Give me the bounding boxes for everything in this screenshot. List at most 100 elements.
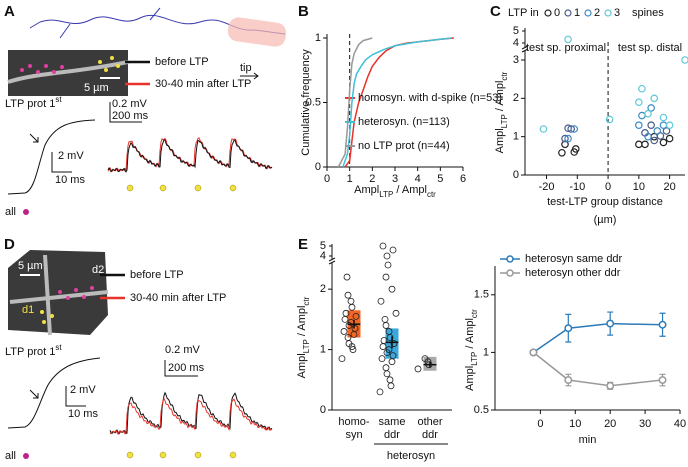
x-tick-label: 0: [537, 418, 543, 430]
point: [635, 121, 643, 129]
y-tick-label: 2: [513, 92, 519, 104]
point: [344, 291, 352, 299]
axis-unit: (µm): [594, 214, 617, 226]
text-part: LTP: [470, 352, 479, 366]
legend-label: 30-40 min after LTP: [155, 78, 251, 90]
scale-label: 10 ms: [55, 174, 85, 186]
point: [647, 121, 655, 129]
point: [606, 319, 615, 328]
point: [561, 140, 569, 149]
dendrite: [7, 60, 129, 84]
point: [341, 315, 349, 323]
y-tick-label: 1: [483, 346, 489, 358]
point: [392, 309, 400, 317]
scale-label: 200 ms: [112, 110, 149, 122]
legend-marker: [506, 269, 514, 277]
y-tick-label: 0.5: [474, 404, 489, 416]
panel-label: C: [490, 3, 501, 20]
arrow: [240, 72, 259, 80]
text-part: Ampl: [296, 353, 308, 378]
stim-label: all: [5, 206, 16, 218]
panel-label: D: [4, 236, 15, 253]
point: [665, 134, 674, 143]
legend-title: LTP in: [508, 7, 539, 19]
point: [348, 303, 356, 311]
x-tick-label: ddr: [384, 429, 400, 441]
point: [381, 315, 389, 323]
point: [352, 312, 360, 320]
y-tick-label: 1.5: [474, 289, 489, 301]
point: [343, 273, 351, 281]
point: [414, 365, 422, 373]
point: [564, 35, 572, 44]
legend-label: heterosyn same ddr: [525, 253, 623, 265]
point: [641, 140, 649, 149]
point: [382, 322, 390, 329]
text-part: ctr: [302, 296, 311, 305]
protocol-trace: [7, 119, 96, 195]
point: [351, 325, 359, 332]
x-tick-label: 30: [639, 418, 651, 430]
point: [382, 364, 390, 372]
point: [570, 125, 579, 133]
axis-label: AmplLTP / Amplctr: [296, 296, 311, 378]
protocol-label: LTP prot 1st: [5, 95, 62, 110]
x-tick-label: 2: [369, 173, 375, 185]
panel-label: A: [4, 3, 15, 20]
point: [665, 121, 674, 129]
test-dots: [126, 451, 237, 459]
point: [347, 297, 355, 305]
y-tick-label: 1: [320, 343, 326, 355]
legend-label: homosyn. with d-spike (n=53): [358, 92, 502, 104]
point: [561, 134, 569, 143]
text-part: LTP prot 1: [5, 98, 55, 110]
roi-highlight: [227, 17, 287, 47]
y-tick-label: 4: [320, 250, 326, 262]
scale-bar: [51, 152, 72, 173]
point: [659, 121, 668, 129]
point: [385, 328, 393, 335]
point: [564, 376, 573, 384]
text-part: / Ampl: [494, 81, 506, 115]
text-part: Ampl: [494, 128, 506, 153]
uncaging-spots: [58, 286, 94, 300]
legend-label: 1: [574, 7, 580, 19]
point: [378, 355, 386, 363]
axis-label: test-LTP group distance: [547, 196, 663, 208]
legend-label: heterosyn. (n=113): [358, 116, 450, 128]
y-tick-label: 5: [513, 25, 519, 37]
point: [386, 376, 394, 384]
text-part: ctr: [500, 71, 509, 80]
scale-label: 10 ms: [68, 408, 98, 420]
protocol-trace: [7, 357, 101, 429]
region-label: test sp. proximal: [526, 42, 606, 54]
y-tick-label: 4: [513, 37, 519, 49]
text-part: Ampl: [354, 184, 379, 196]
point: [662, 127, 671, 135]
point: [379, 343, 387, 350]
point: [387, 382, 395, 390]
point: [653, 127, 662, 135]
legend-label: before LTP: [130, 269, 184, 281]
legend-label: 30-40 min after LTP: [130, 292, 226, 304]
legend-label: before LTP: [155, 56, 209, 68]
x-tick-label: -10: [569, 181, 585, 193]
point: [340, 328, 348, 335]
text-part: st: [55, 343, 62, 352]
legend-label: 0: [554, 7, 560, 19]
point: [638, 84, 646, 93]
axis-label: min: [579, 434, 597, 446]
point: [379, 242, 387, 250]
point: [567, 125, 575, 133]
arrow: [29, 389, 39, 399]
point: [539, 125, 548, 133]
point: [635, 140, 643, 149]
point: [638, 111, 646, 120]
x-tick-label: 40: [674, 418, 686, 430]
neuron-sketch: [29, 7, 161, 39]
y-tick-label: 0.5: [306, 96, 321, 108]
axis-break: [521, 45, 529, 53]
point: [388, 285, 396, 293]
text-part: LTP: [302, 339, 311, 353]
point: [383, 252, 391, 260]
